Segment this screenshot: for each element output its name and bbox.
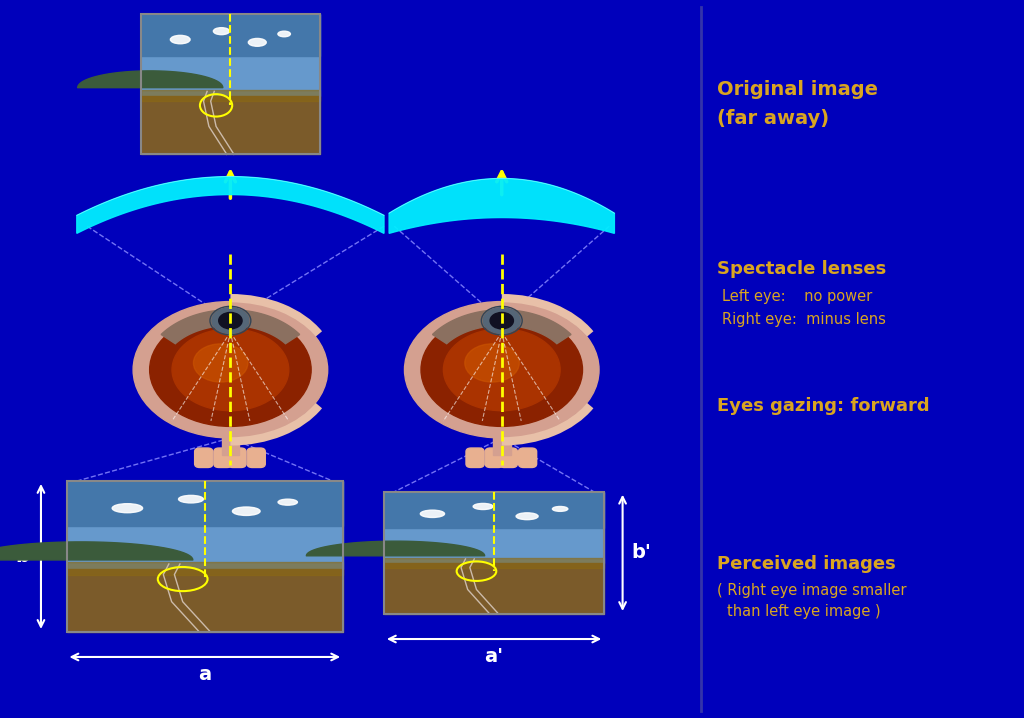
- Text: (far away): (far away): [717, 109, 828, 128]
- Ellipse shape: [232, 507, 260, 516]
- Circle shape: [172, 329, 289, 411]
- Circle shape: [404, 302, 599, 438]
- FancyBboxPatch shape: [195, 448, 213, 467]
- Circle shape: [483, 308, 520, 334]
- Circle shape: [219, 312, 242, 329]
- Text: ( Right eye image smaller: ( Right eye image smaller: [717, 583, 906, 597]
- Bar: [384, 492, 604, 528]
- Polygon shape: [77, 177, 384, 233]
- Polygon shape: [432, 309, 571, 344]
- Ellipse shape: [473, 503, 493, 510]
- Bar: [141, 14, 319, 95]
- Circle shape: [133, 302, 328, 438]
- Circle shape: [490, 312, 513, 329]
- Bar: [141, 90, 319, 101]
- Ellipse shape: [113, 504, 142, 513]
- Text: Spectacle lenses: Spectacle lenses: [717, 260, 886, 279]
- Text: Left eye:    no power: Left eye: no power: [722, 289, 872, 304]
- Text: Perceived images: Perceived images: [717, 554, 896, 573]
- Bar: [67, 481, 343, 632]
- Text: b': b': [631, 544, 651, 562]
- Circle shape: [465, 344, 519, 382]
- Circle shape: [212, 308, 249, 334]
- Circle shape: [150, 313, 311, 426]
- Bar: [384, 558, 604, 567]
- Ellipse shape: [213, 28, 229, 34]
- Bar: [221, 436, 240, 455]
- FancyBboxPatch shape: [500, 448, 517, 467]
- Ellipse shape: [420, 510, 444, 518]
- FancyBboxPatch shape: [485, 448, 504, 467]
- Bar: [67, 481, 343, 569]
- Ellipse shape: [178, 495, 204, 503]
- Circle shape: [421, 313, 583, 426]
- Bar: [141, 14, 319, 154]
- FancyBboxPatch shape: [466, 448, 484, 467]
- Ellipse shape: [278, 31, 291, 37]
- Bar: [384, 492, 604, 563]
- Ellipse shape: [248, 39, 266, 46]
- Bar: [141, 95, 319, 154]
- Ellipse shape: [170, 35, 190, 44]
- Bar: [493, 436, 511, 455]
- Polygon shape: [161, 309, 300, 344]
- FancyBboxPatch shape: [247, 448, 265, 467]
- Polygon shape: [389, 179, 614, 233]
- Text: Right eye:  minus lens: Right eye: minus lens: [722, 312, 886, 327]
- Text: than left eye image ): than left eye image ): [727, 605, 881, 619]
- Bar: [67, 562, 343, 574]
- Circle shape: [194, 344, 248, 382]
- Bar: [384, 563, 604, 614]
- FancyBboxPatch shape: [214, 448, 232, 467]
- Ellipse shape: [552, 506, 568, 511]
- Text: Original image: Original image: [717, 80, 878, 99]
- Text: a: a: [199, 666, 211, 684]
- Bar: [67, 481, 343, 526]
- Bar: [67, 569, 343, 632]
- Text: b: b: [15, 547, 30, 566]
- FancyBboxPatch shape: [228, 448, 246, 467]
- Ellipse shape: [516, 513, 539, 520]
- Bar: [141, 14, 319, 57]
- Text: a': a': [484, 648, 504, 666]
- FancyBboxPatch shape: [518, 448, 537, 467]
- Bar: [384, 492, 604, 614]
- Ellipse shape: [279, 499, 297, 505]
- Circle shape: [443, 329, 560, 411]
- Text: Eyes gazing: forward: Eyes gazing: forward: [717, 396, 930, 415]
